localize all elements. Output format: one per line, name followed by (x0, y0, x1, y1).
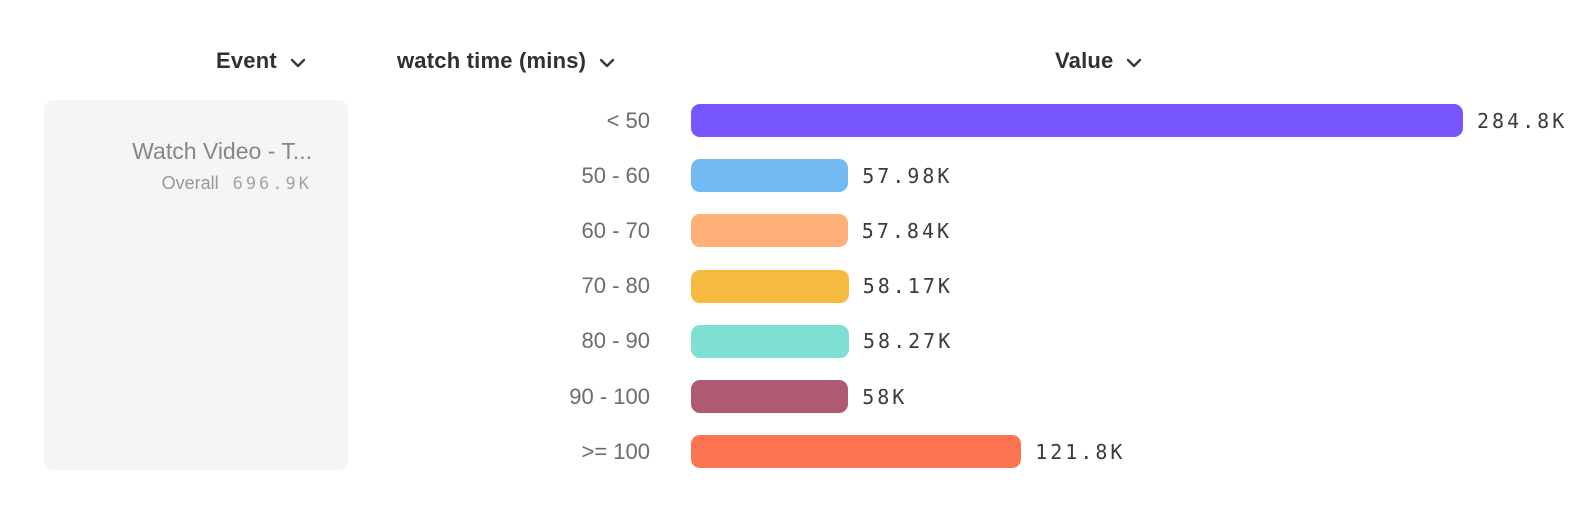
bucket-label: < 50 (606, 107, 650, 133)
value-label: 57.84K (861, 218, 953, 243)
bucket-label: 60 - 70 (581, 217, 651, 243)
column-header-event-label: Event (216, 48, 277, 73)
chevron-down-icon (599, 58, 615, 68)
chart-row: 80 - 90 58.27K (0, 314, 1592, 369)
chart-row: >= 100 121.8K (0, 424, 1592, 479)
value-bar[interactable] (691, 104, 1463, 138)
bucket-label: 90 - 100 (569, 383, 650, 409)
value-bar[interactable] (691, 214, 848, 248)
value-bar[interactable] (691, 380, 849, 414)
overall-label: Overall (161, 173, 219, 193)
overall-row: Overall 696.9K (44, 173, 312, 194)
chart-row: 90 - 100 58K (0, 369, 1592, 424)
event-name: Watch Video - T... (132, 138, 312, 164)
value-label: 57.98K (862, 163, 953, 188)
bucket-label: >= 100 (581, 438, 650, 464)
value-bar[interactable] (691, 269, 849, 303)
value-bar[interactable] (691, 435, 1022, 469)
column-header-breakdown-label: watch time (mins) (397, 48, 587, 73)
value-label: 58.27K (863, 329, 954, 354)
bucket-label: 50 - 60 (581, 162, 651, 188)
chevron-down-icon (1126, 58, 1142, 68)
chart-rows: < 50 284.8K 50 - 60 57.98K 60 - 70 57.84… (0, 93, 1592, 479)
chevron-down-icon (290, 58, 306, 68)
chart-row: 60 - 70 57.84K (0, 203, 1592, 258)
value-label: 58K (862, 384, 908, 409)
column-header-event[interactable]: Event (216, 48, 306, 74)
overall-value: 696.9K (232, 174, 312, 194)
chart-row: 50 - 60 57.98K (0, 148, 1592, 203)
value-bar[interactable] (691, 159, 849, 193)
column-header-value[interactable]: Value (1055, 48, 1142, 74)
event-card[interactable]: Watch Video - T... Overall 696.9K (44, 100, 348, 470)
value-label: 284.8K (1477, 108, 1568, 133)
column-header-value-label: Value (1055, 48, 1114, 73)
chart-row: < 50 284.8K (0, 93, 1592, 148)
bucket-label: 80 - 90 (581, 328, 651, 354)
chart-row: 70 - 80 58.17K (0, 259, 1592, 314)
value-label: 121.8K (1035, 439, 1126, 464)
bucket-label: 70 - 80 (581, 273, 651, 299)
value-bar[interactable] (691, 324, 849, 358)
column-header-breakdown[interactable]: watch time (mins) (397, 48, 615, 74)
bar-chart: < 50 284.8K 50 - 60 57.98K 60 - 70 57.84… (0, 93, 1592, 479)
value-label: 58.17K (862, 274, 953, 299)
